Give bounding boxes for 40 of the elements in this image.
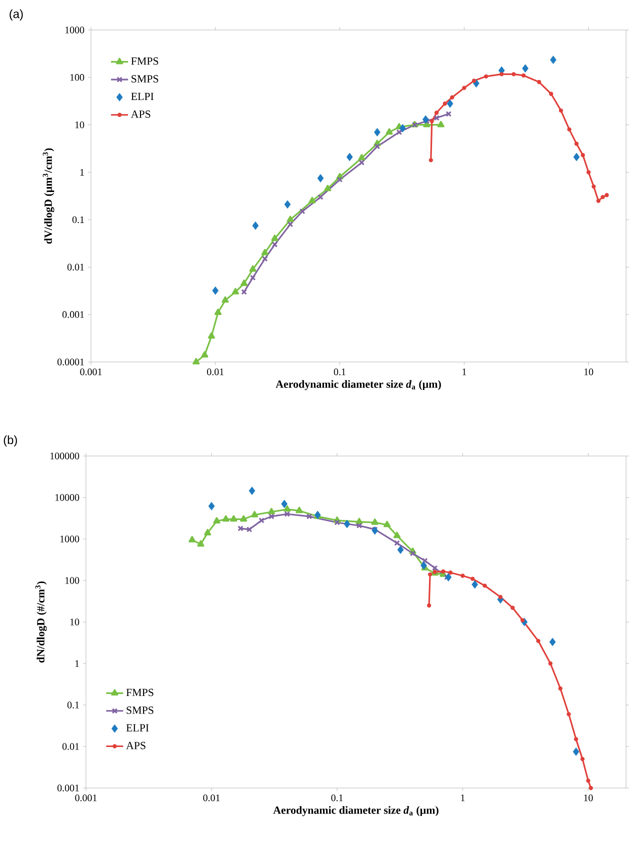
y-tick-label: 100000 — [50, 452, 80, 460]
y-tick-label: 1 — [80, 168, 84, 176]
y-tick-label: 100 — [65, 577, 80, 584]
x-tick-label: 0.1 — [331, 794, 343, 802]
chart-title: (b) — [4, 435, 17, 446]
x-axis-title: Aerodynamic diameter size d$_{a}$ (µm) — [276, 380, 441, 390]
legend-label: SMPS — [132, 75, 158, 83]
legend-label: APS — [130, 110, 150, 118]
x-tick-label: 0.01 — [203, 794, 220, 802]
y-tick-label: 0.001 — [57, 784, 79, 792]
x-tick-label: 0.001 — [80, 368, 102, 376]
legend-label: FMPS — [131, 57, 158, 65]
x-tick-label: 1 — [461, 794, 465, 802]
x-tick-label: 10 — [584, 368, 594, 376]
y-tick-label: 0.0001 — [57, 358, 84, 366]
y-tick-label: 1000 — [60, 536, 80, 542]
chart-title: (a) — [10, 9, 23, 20]
y-tick-label: 0.1 — [67, 702, 79, 708]
y-tick-label: 1000 — [65, 26, 84, 34]
y-tick-label: 10 — [70, 618, 80, 626]
y-axis-title: dV/dlogD (µm$^{3}$/cm$^{3}$) — [42, 148, 54, 244]
y-tick-label: 0.001 — [62, 311, 84, 318]
x-tick-label: 1 — [462, 368, 466, 376]
y-tick-label: 1 — [75, 660, 79, 667]
legend-label: SMPS — [126, 706, 154, 714]
x-tick-label: 10 — [584, 794, 593, 802]
y-tick-label: 100 — [70, 74, 84, 81]
x-tick-label: 0.1 — [334, 368, 346, 376]
y-tick-label: 0.01 — [62, 743, 79, 750]
legend-label: APS — [126, 742, 146, 750]
legend-label: ELPI — [126, 724, 149, 732]
legend-label: FMPS — [126, 688, 154, 696]
y-tick-label: 10 — [75, 121, 84, 128]
y-tick-label: 10000 — [55, 494, 80, 501]
y-axis-title: dN/dlogD (#/cm$^{3}$) — [35, 582, 47, 663]
x-tick-label: 0.01 — [207, 368, 224, 376]
legend-label: ELPI — [131, 92, 154, 100]
x-axis-title: Aerodynamic diameter size d$_{a}$ (µm) — [273, 806, 438, 816]
y-tick-label: 0.01 — [67, 264, 84, 271]
y-tick-label: 0.1 — [72, 216, 84, 224]
